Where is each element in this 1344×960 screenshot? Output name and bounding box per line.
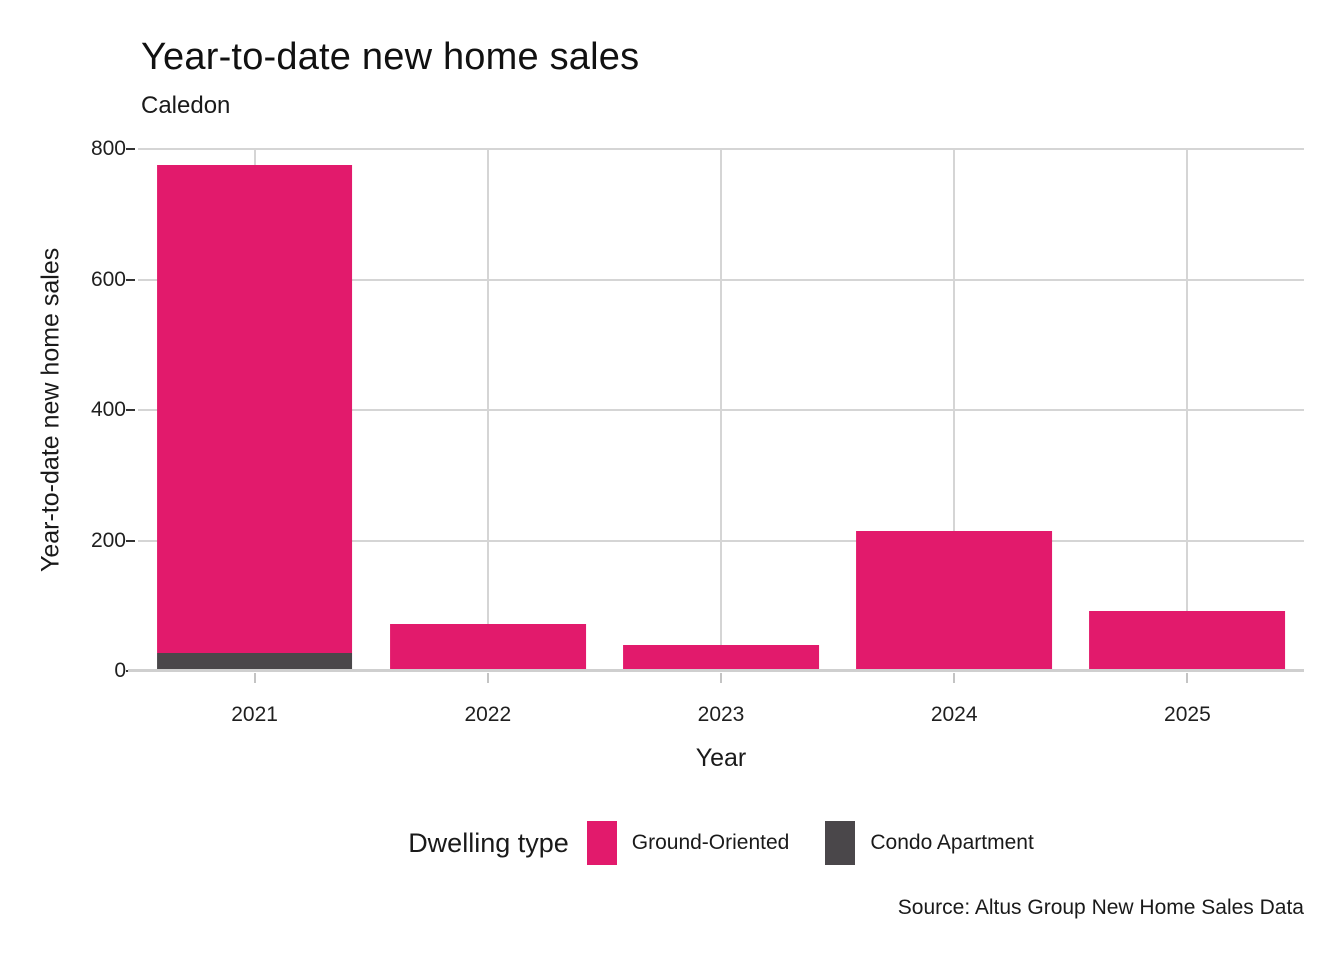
x-tick-label-2021: 2021 xyxy=(231,703,278,726)
x-tick-2024 xyxy=(953,673,956,683)
x-tick-label-2023: 2023 xyxy=(697,703,745,726)
bar-2021 xyxy=(156,149,353,671)
x-tick-2023 xyxy=(720,673,722,683)
y-tick-label-200: 200 xyxy=(90,528,126,552)
bar-2022 xyxy=(389,149,586,671)
source-note: Source: Altus Group New Home Sales Data xyxy=(897,896,1304,919)
legend-item-condo-apartment: Condo Apartment xyxy=(825,821,1034,865)
x-axis-tick-labels: 2021 2022 2023 2024 2025 xyxy=(138,703,1304,733)
y-tick-label-600: 600 xyxy=(90,267,126,291)
legend-label-ground-oriented: Ground-Oriented xyxy=(631,831,790,854)
bar-2024 xyxy=(856,149,1053,671)
chart-subtitle: Caledon xyxy=(141,92,231,119)
chart-title: Year-to-date new home sales xyxy=(141,36,640,78)
bar-2025 xyxy=(1089,149,1286,671)
plot-area xyxy=(126,148,1304,683)
bar-segment-ground-oriented-2023 xyxy=(623,644,819,671)
bar-2023 xyxy=(623,149,819,671)
x-tick-label-2025: 2025 xyxy=(1164,703,1211,726)
legend-label-condo-apartment: Condo Apartment xyxy=(870,831,1034,854)
legend-swatch-condo-apartment xyxy=(825,821,856,865)
x-tick-label-2022: 2022 xyxy=(464,703,512,726)
y-tick-label-0: 0 xyxy=(114,659,126,682)
y-tick-label-800: 800 xyxy=(90,137,126,160)
bar-segment-ground-oriented-2024 xyxy=(856,530,1053,671)
x-tick-2021 xyxy=(253,673,256,683)
y-tick-600 xyxy=(126,278,135,281)
y-tick-200 xyxy=(126,539,135,542)
x-tick-2022 xyxy=(486,673,489,683)
gridline-x-2022 xyxy=(486,149,489,671)
gridline-x-2025 xyxy=(1186,149,1189,671)
bar-segment-ground-oriented-2022 xyxy=(389,624,586,670)
legend-title: Dwelling type xyxy=(408,827,569,858)
bar-segment-ground-oriented-2021 xyxy=(156,165,353,653)
gridline-x-2024 xyxy=(953,149,956,671)
x-tick-2025 xyxy=(1186,673,1189,683)
x-axis-title: Year xyxy=(695,744,747,772)
y-axis-tick-labels: 0 200 400 600 800 xyxy=(58,137,126,682)
bar-segment-ground-oriented-2025 xyxy=(1089,610,1286,671)
bar-segment-condo-apartment-2021 xyxy=(156,652,353,671)
legend: Dwelling type Ground-Oriented Condo Apart… xyxy=(138,816,1304,870)
y-tick-400 xyxy=(126,409,135,411)
legend-item-ground-oriented: Ground-Oriented xyxy=(586,821,790,865)
y-tick-800 xyxy=(126,148,135,150)
legend-swatch-ground-oriented xyxy=(586,821,617,865)
y-tick-label-400: 400 xyxy=(90,398,126,421)
gridline-x-2023 xyxy=(720,149,722,671)
x-tick-label-2024: 2024 xyxy=(930,703,978,726)
x-axis-line xyxy=(128,669,1304,672)
